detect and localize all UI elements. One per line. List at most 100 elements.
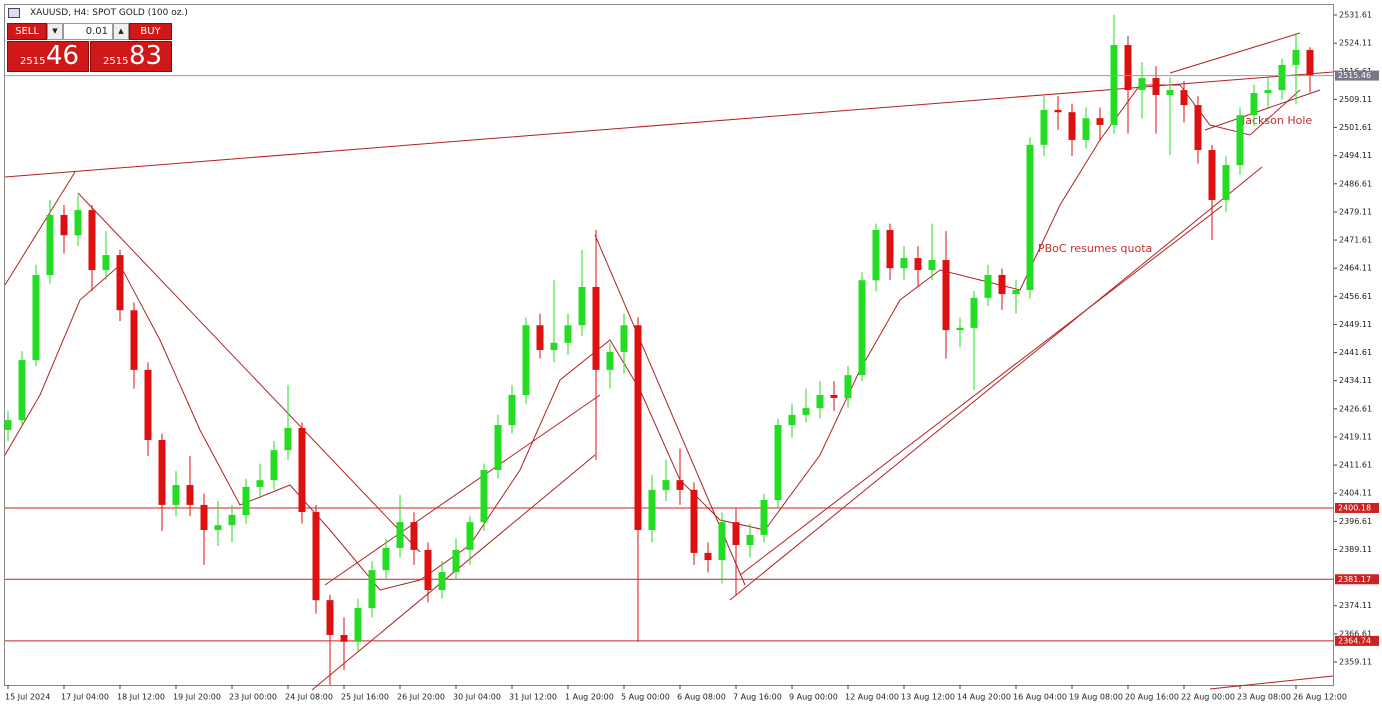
candle-body [928,259,936,271]
candle-body [1236,115,1244,166]
x-tick-label: 30 Jul 04:00 [453,693,501,702]
chart-title: XAUUSD, H4: SPOT GOLD (100 oz.) [30,8,188,18]
candle-body [760,500,768,535]
candle-body [676,480,684,490]
sell-button[interactable]: SELL [7,23,47,40]
trendlines [4,32,1334,691]
candle-body [4,420,12,430]
x-tick-label: 23 Jul 00:00 [229,693,277,702]
y-tick-label: 2411.61 [1339,461,1372,470]
x-tick-label: 12 Aug 04:00 [845,693,899,702]
candle-body [144,369,152,441]
candle-body [872,229,880,281]
current-price-label: 2515.46 [1338,71,1371,80]
x-tick-label: 5 Aug 00:00 [621,693,670,702]
y-tick-label: 2374.11 [1339,601,1372,610]
x-tick-label: 15 Jul 2024 [5,693,50,702]
x-tick-label: 22 Aug 00:00 [1181,693,1235,702]
y-tick-label: 2509.11 [1339,95,1372,104]
candle-body [1264,90,1272,94]
candle-body [172,485,180,505]
x-tick-label: 19 Aug 08:00 [1069,693,1123,702]
candle-body [46,214,54,275]
candle-body [410,522,418,550]
y-tick-label: 2359.11 [1339,658,1372,667]
candle-body [774,425,782,501]
candle-body [298,428,306,513]
y-tick-label: 2389.11 [1339,545,1372,554]
x-tick-label: 13 Aug 12:00 [901,693,955,702]
candle-body [32,274,40,361]
candle-body [886,229,894,269]
price-label-box [1335,70,1379,81]
candle-body [522,325,530,395]
candle-body [718,522,726,561]
candle-body [648,489,656,531]
candle-body [214,525,222,531]
y-tick-label: 2434.11 [1339,376,1372,385]
y-tick-label: 2396.61 [1339,517,1372,526]
price-label-box [1335,502,1379,513]
lot-down[interactable]: ▼ [47,23,63,40]
candle-body [466,522,474,550]
x-tick-label: 6 Aug 08:00 [677,693,726,702]
candle-body [1040,109,1048,145]
y-tick-label: 2524.11 [1339,39,1372,48]
candle-body [746,534,754,546]
ask-big: 2515 [103,56,129,67]
candle-body [158,440,166,505]
bid-price[interactable]: 2515 46 [7,41,89,72]
x-tick-label: 25 Jul 16:00 [341,693,389,702]
candle-body [970,297,978,328]
candle-body [956,327,964,331]
candle-body [1194,105,1202,151]
y-tick-label: 2471.61 [1339,236,1372,245]
candle-body [1278,64,1286,91]
candle-body [130,310,138,370]
price-label-box [1335,574,1379,585]
x-tick-label: 16 Aug 04:00 [1013,693,1067,702]
candle-body [802,408,810,415]
candle-body [690,489,698,553]
candle-body [578,286,586,326]
candle-body [186,485,194,505]
annotation: Jackson Hole [1241,114,1312,127]
candle-body [1068,112,1076,140]
candle-body [382,548,390,571]
x-tick-label: 14 Aug 20:00 [957,693,1011,702]
candle-body [1012,289,1020,295]
y-tick-label: 2494.11 [1339,151,1372,160]
price-label: 2381.17 [1338,575,1371,584]
price-label: 2364.74 [1338,636,1371,645]
candle-body [1180,90,1188,106]
candle-body [1096,118,1104,125]
candle-body [858,280,866,376]
candle-body [494,425,502,471]
candle-body [662,480,670,490]
ask-small: 83 [129,41,163,71]
candle-body [74,210,82,236]
candle-body [1250,93,1258,116]
x-tick-label: 1 Aug 20:00 [565,693,614,702]
candle-body [914,258,922,271]
candle-body [1124,45,1132,91]
candle-body [788,414,796,426]
ask-price[interactable]: 2515 83 [90,41,172,72]
candle-body [438,572,446,591]
candle-body [1222,165,1230,200]
lot-input[interactable]: 0.01 [63,23,113,40]
x-tick-label: 26 Aug 12:00 [1293,693,1347,702]
candle-body [1054,109,1062,113]
candle-body [634,325,642,531]
y-tick-label: 2531.61 [1339,11,1372,20]
lot-up[interactable]: ▲ [113,23,129,40]
candle-body [732,522,740,546]
candle-body [284,428,292,451]
candle-body [424,549,432,591]
candle-body [18,360,26,421]
buy-button[interactable]: BUY [129,23,172,40]
x-tick-label: 9 Aug 00:00 [789,693,838,702]
candle-body [704,552,712,561]
candle-body [536,325,544,350]
